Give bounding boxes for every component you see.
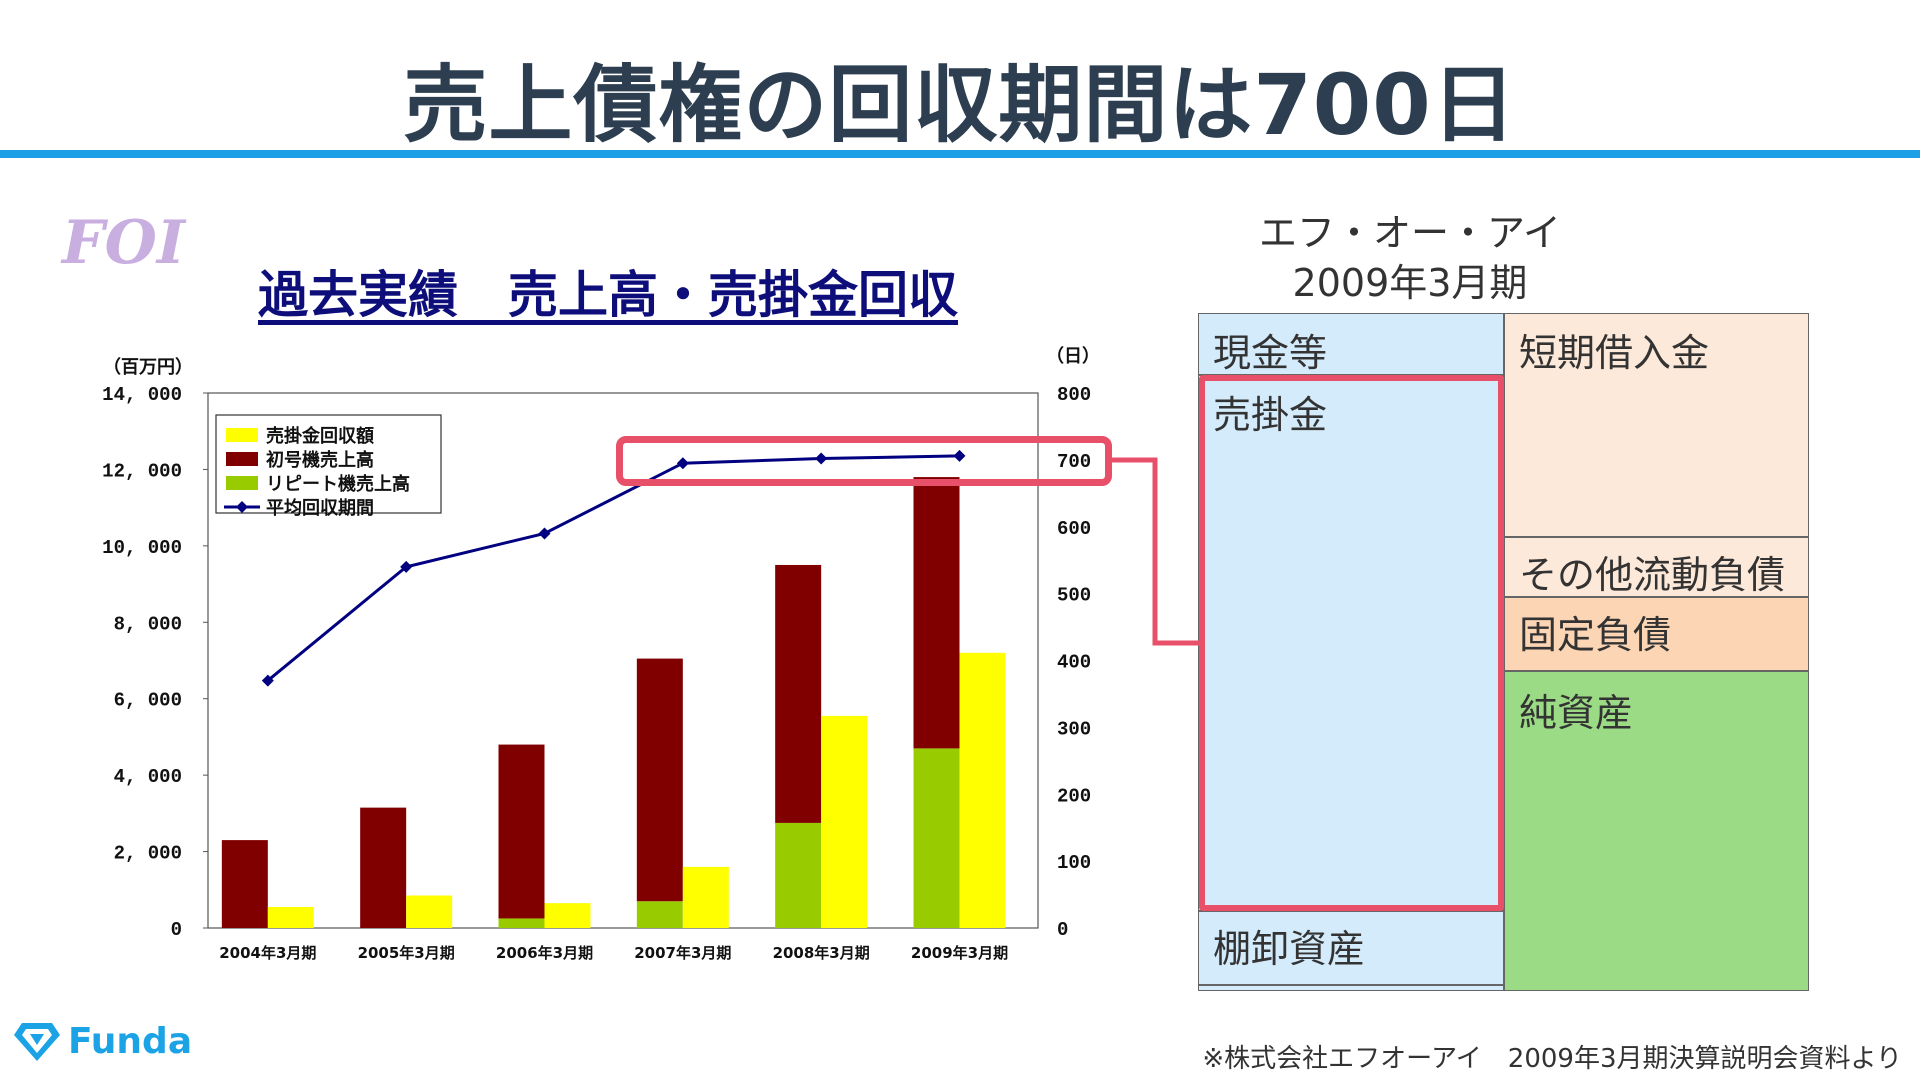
y-right-tick-label: 100 — [1057, 852, 1091, 874]
bar-receivable-collection — [267, 906, 314, 928]
y-left-tick-label: 14, 000 — [102, 384, 182, 406]
y-right-tick-label: 400 — [1057, 652, 1091, 674]
x-tick-label: 2007年3月期 — [634, 944, 731, 962]
bs-accounts-receivable: 売掛金 — [1198, 375, 1504, 911]
y-left-unit-label: （百万円） — [103, 357, 193, 378]
y-left-tick-label: 6, 000 — [114, 690, 182, 712]
bar-receivable-collection — [821, 715, 868, 928]
line-point — [538, 527, 551, 540]
bs-inventory: 棚卸資産 — [1198, 911, 1504, 985]
y-left-tick-label: 8, 000 — [114, 613, 182, 635]
y-left-tick-label: 4, 000 — [114, 766, 182, 788]
bar-repeat-sales — [636, 901, 683, 928]
bar-repeat-sales — [498, 918, 545, 928]
bar-first-unit-sales — [221, 840, 268, 928]
bar-receivable-collection — [959, 652, 1006, 928]
legend-swatch — [226, 476, 258, 490]
line-point — [676, 457, 689, 470]
y-right-unit-label: （日） — [1046, 346, 1100, 367]
bar-receivable-collection — [682, 866, 729, 928]
y-right-tick-label: 600 — [1057, 518, 1091, 540]
x-tick-label: 2008年3月期 — [773, 944, 870, 962]
y-right-tick-label: 200 — [1057, 785, 1091, 807]
bs-fl-label: 固定負債 — [1519, 613, 1672, 657]
collection-period-highlight — [616, 436, 1112, 486]
plot-area — [207, 392, 1039, 929]
line-point — [400, 560, 413, 573]
line-point — [261, 674, 274, 687]
x-tick-label: 2005年3月期 — [358, 944, 455, 962]
bar-first-unit-sales — [498, 744, 545, 919]
legend-label: 平均回収期間 — [266, 497, 374, 519]
balance-sheet-heading: エフ・オー・アイ 2009年3月期 — [1200, 208, 1620, 308]
bar-first-unit-sales — [636, 658, 683, 902]
x-tick-label: 2009年3月期 — [911, 944, 1008, 962]
bs-cash: 現金等 — [1198, 313, 1504, 375]
source-note: ※株式会社エフオーアイ 2009年3月期決算説明会資料より — [1202, 1044, 1902, 1074]
y-left-tick-label: 12, 000 — [102, 460, 182, 482]
bs-period: 2009年3月期 — [1292, 261, 1528, 305]
bar-first-unit-sales — [775, 564, 822, 823]
bs-other-current-liabilities: その他流動負債 — [1504, 537, 1809, 597]
line-point — [953, 449, 966, 462]
bs-inventory-bottom-rule — [1198, 985, 1504, 991]
y-left-tick-label: 2, 000 — [114, 843, 182, 865]
bar-first-unit-sales — [913, 477, 960, 749]
chart-title: 過去実績 売上高・売掛金回収 — [258, 265, 958, 324]
bar-repeat-sales — [775, 822, 822, 928]
bs-net-assets: 純資産 — [1504, 671, 1809, 991]
legend-swatch — [226, 428, 258, 442]
bs-fixed-liabilities: 固定負債 — [1504, 597, 1809, 671]
y-right-tick-label: 700 — [1057, 451, 1091, 473]
y-left-tick-label: 10, 000 — [102, 537, 182, 559]
x-tick-label: 2004年3月期 — [219, 944, 316, 962]
bs-cash-label: 現金等 — [1213, 331, 1328, 375]
diamond-logo-icon — [14, 1023, 60, 1061]
legend-swatch — [226, 452, 258, 466]
bs-na-label: 純資産 — [1519, 691, 1634, 735]
y-right-tick-label: 500 — [1057, 585, 1091, 607]
bs-short-term-debt: 短期借入金 — [1504, 313, 1809, 537]
bs-ar-label: 売掛金 — [1213, 393, 1328, 437]
legend-marker — [236, 501, 248, 513]
accounts-receivable-highlight — [1199, 375, 1504, 911]
bar-receivable-collection — [406, 895, 453, 928]
bar-repeat-sales — [913, 748, 960, 928]
slide-title: 売上債権の回収期間は700日 — [403, 56, 1517, 154]
title-divider — [0, 150, 1920, 158]
bar-first-unit-sales — [360, 807, 407, 928]
x-tick-label: 2006年3月期 — [496, 944, 593, 962]
legend-label: 売掛金回収額 — [266, 425, 374, 447]
y-right-tick-label: 300 — [1057, 718, 1091, 740]
bar-receivable-collection — [544, 903, 591, 928]
bs-company: エフ・オー・アイ — [1258, 211, 1562, 255]
line-avg-collection-period — [266, 454, 960, 682]
y-right-tick-label: 0 — [1057, 919, 1068, 941]
line-point — [815, 452, 828, 465]
funda-wordmark: Funda — [68, 1020, 193, 1062]
y-right-tick-label: 800 — [1057, 384, 1091, 406]
legend-label: 初号機売上高 — [266, 449, 374, 471]
bs-ocl-label: その他流動負債 — [1519, 553, 1786, 597]
funda-logo: Funda — [14, 1018, 192, 1064]
bs-std-label: 短期借入金 — [1519, 331, 1710, 375]
bs-inventory-label: 棚卸資産 — [1213, 927, 1366, 971]
foi-logo: FOI — [62, 208, 185, 278]
y-left-tick-label: 0 — [171, 919, 182, 941]
legend-label: リピート機売上高 — [266, 473, 410, 495]
